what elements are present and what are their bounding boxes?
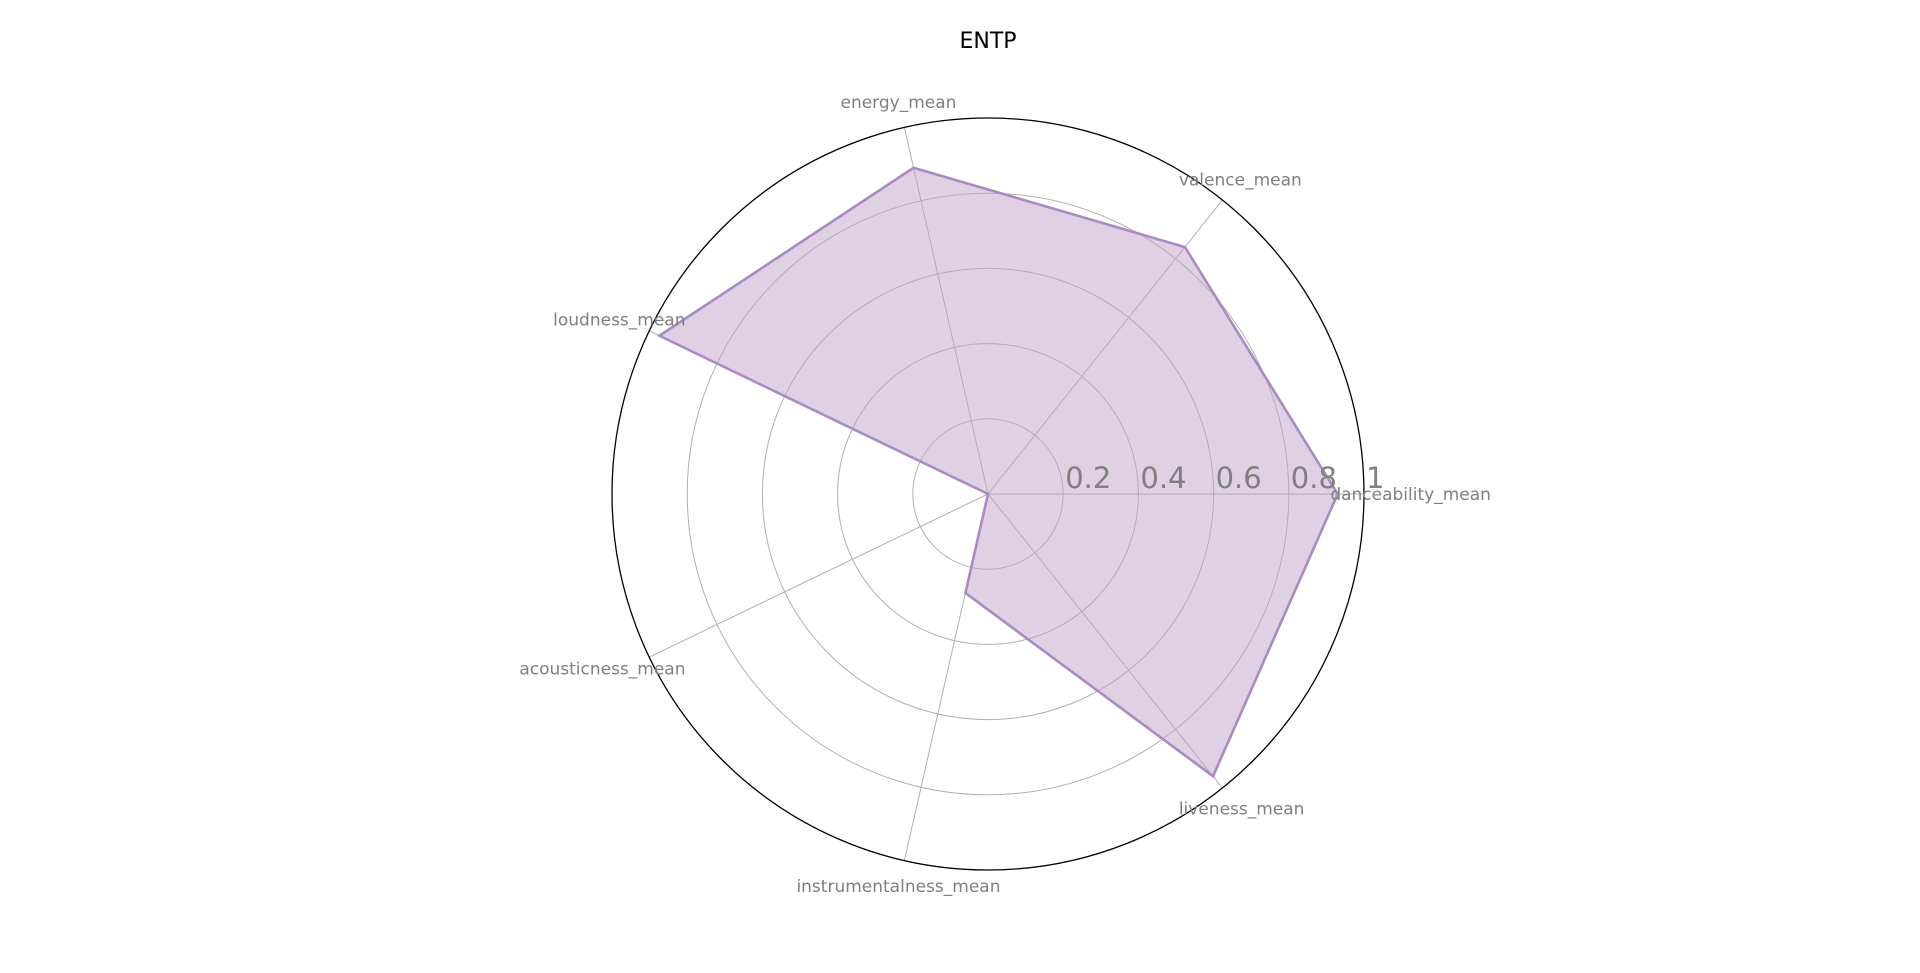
- radial-tick-label: 1: [1366, 461, 1384, 495]
- data-layer: [656, 166, 1340, 779]
- radial-tick-label: 0.8: [1291, 461, 1337, 495]
- axis-label: loudness_mean: [553, 310, 685, 330]
- axis-spoke: [649, 493, 989, 658]
- series-line: [656, 166, 1340, 779]
- outer-frame: [611, 117, 1365, 871]
- radial-tick-label: 0.2: [1065, 461, 1111, 495]
- axis-label: valence_mean: [1179, 170, 1302, 190]
- axis-label: instrumentalness_mean: [796, 877, 1000, 897]
- chart-title: ENTP: [959, 29, 1016, 54]
- axis-label: acousticness_mean: [519, 660, 685, 680]
- axis-label: energy_mean: [840, 93, 956, 113]
- axis-label: liveness_mean: [1179, 800, 1305, 820]
- axis-label: danceability_mean: [1330, 485, 1491, 505]
- radial-tick-label: 0.6: [1216, 461, 1262, 495]
- radial-tick-label: 0.4: [1140, 461, 1186, 495]
- series-area: [659, 167, 1338, 777]
